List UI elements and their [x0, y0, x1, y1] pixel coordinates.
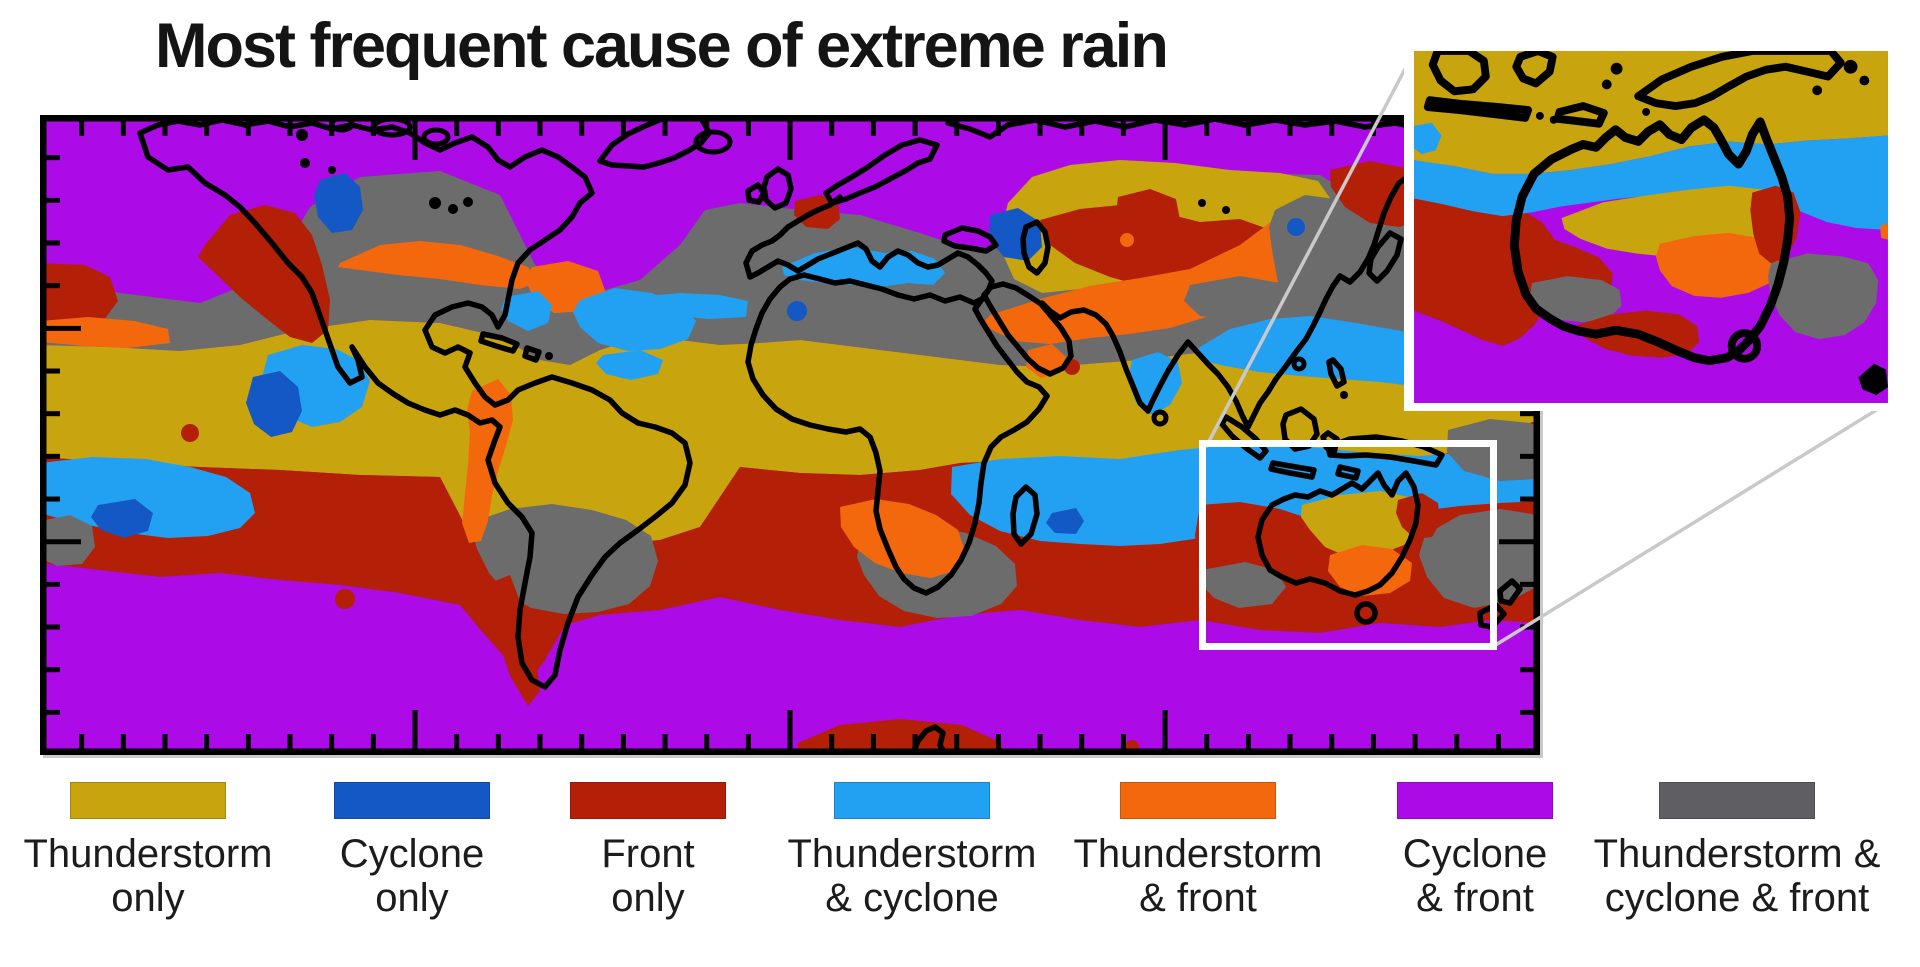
legend-label-line1: Thunderstorm	[1073, 832, 1323, 876]
australia-inset-svg	[1414, 51, 1888, 403]
world-map	[40, 115, 1540, 755]
legend-label-line2: & cyclone	[825, 876, 999, 920]
page-title: Most frequent cause of extreme rain	[155, 11, 1169, 81]
legend-label-line2: cyclone & front	[1604, 876, 1870, 920]
legend-label-line1: Front	[601, 832, 695, 876]
legend-swatch-thunderstorm-only	[70, 782, 226, 819]
legend-label-line2: only	[611, 876, 685, 920]
map-legend: Thunderstorm only Cyclone only Front only Thun…	[0, 770, 1920, 967]
legend-label-thunderstorm-cyclone-front: Thunderstorm & cyclone & front	[1570, 832, 1905, 920]
australia-zoom-box	[1199, 440, 1497, 650]
legend-label-line2: only	[375, 876, 449, 920]
legend-swatch-cyclone-front	[1397, 782, 1553, 819]
legend-label-cyclone-only: Cyclone only	[297, 832, 527, 920]
legend-swatch-thunderstorm-cyclone	[834, 782, 990, 819]
australia-inset-panel	[1404, 43, 1898, 411]
legend-label-thunderstorm-cyclone: Thunderstorm & cyclone	[762, 832, 1062, 920]
legend-label-line1: Cyclone	[339, 832, 485, 876]
legend-label-line1: Cyclone	[1402, 832, 1548, 876]
legend-label-line1: Thunderstorm	[23, 832, 273, 876]
legend-label-thunderstorm-only: Thunderstorm only	[3, 832, 293, 920]
legend-swatch-thunderstorm-front	[1120, 782, 1276, 819]
legend-label-cyclone-front: Cyclone & front	[1350, 832, 1600, 920]
legend-label-front-only: Front only	[533, 832, 763, 920]
legend-label-line1: Thunderstorm &	[1593, 832, 1881, 876]
legend-label-line2: only	[111, 876, 185, 920]
legend-swatch-cyclone-only	[334, 782, 490, 819]
legend-label-line2: & front	[1139, 876, 1257, 920]
legend-swatch-thunderstorm-cyclone-front	[1659, 782, 1815, 819]
legend-label-thunderstorm-front: Thunderstorm & front	[1048, 832, 1348, 920]
legend-label-line2: & front	[1416, 876, 1534, 920]
world-map-svg	[40, 115, 1540, 755]
legend-label-line1: Thunderstorm	[787, 832, 1037, 876]
legend-swatch-front-only	[570, 782, 726, 819]
